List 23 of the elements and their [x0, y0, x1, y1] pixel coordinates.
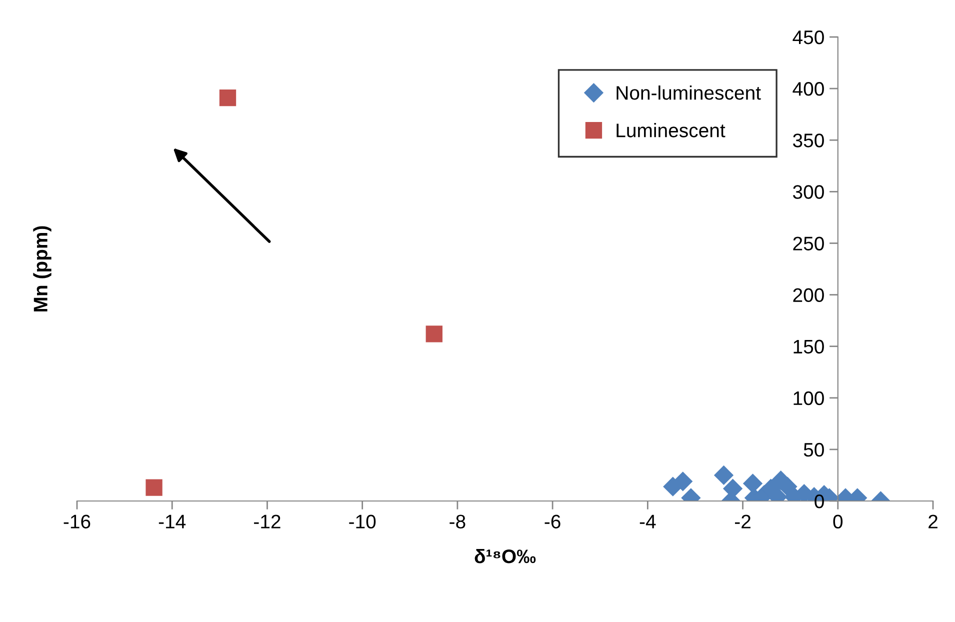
- x-tick-label: -12: [254, 514, 280, 528]
- x-axis-title: δ¹⁸O‰: [474, 548, 536, 564]
- x-tick-label: -8: [450, 514, 466, 528]
- x-tick-label: -16: [64, 514, 90, 528]
- y-axis-title: Mn (ppm): [33, 226, 52, 312]
- x-tick-label: -14: [158, 514, 186, 528]
- legend-label: Luminescent: [616, 123, 726, 138]
- x-tick-label: 0: [833, 514, 843, 528]
- y-tick-label: 300: [792, 185, 824, 199]
- x-tick-label: -4: [640, 514, 656, 528]
- x-tick-label: -6: [544, 514, 560, 528]
- y-tick-label: 250: [793, 236, 824, 250]
- y-tick-label: 350: [792, 134, 824, 148]
- legend-label: Non-luminescent: [616, 85, 761, 100]
- x-tick-label: -10: [349, 514, 376, 528]
- y-tick-label: 100: [794, 391, 824, 406]
- y-tick-label: 450: [792, 30, 824, 44]
- x-tick-label: -2: [734, 514, 750, 528]
- y-tick-label: 150: [794, 340, 824, 354]
- y-tick-label: 200: [793, 288, 824, 302]
- x-tick-label: 2: [928, 514, 938, 528]
- y-tick-label: 50: [804, 442, 824, 457]
- y-tick-label: 400: [792, 82, 824, 96]
